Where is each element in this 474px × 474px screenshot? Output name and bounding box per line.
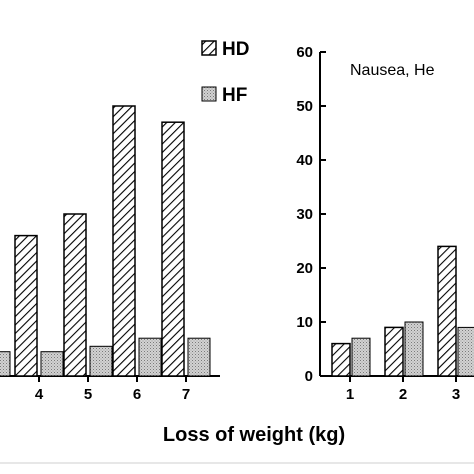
legend-label-hd: HD bbox=[222, 39, 249, 60]
bar-hf-6 bbox=[138, 337, 162, 377]
x-axis-label: Loss of weight (kg) bbox=[163, 424, 345, 446]
right-y-tick-30: 30 bbox=[296, 206, 313, 223]
bar-hf-1 bbox=[351, 337, 371, 377]
legend: HD HF bbox=[201, 39, 249, 106]
right-x-tick-3: 3 bbox=[452, 386, 460, 403]
annotation-text: Nausea, He bbox=[350, 62, 435, 79]
bar-hd-1 bbox=[331, 342, 351, 377]
bar-hf-3 bbox=[457, 326, 474, 377]
right-x-tick-1: 1 bbox=[346, 386, 354, 403]
right-chart-panel: 0 10 20 30 40 50 60 1 2 3 Nausea, He bbox=[296, 44, 474, 403]
right-y-tick-20: 20 bbox=[296, 260, 313, 277]
right-x-tick-2: 2 bbox=[399, 386, 407, 403]
bar-hd-7 bbox=[161, 121, 185, 377]
left-x-tick-5: 5 bbox=[84, 386, 92, 403]
left-x-tick-7: 7 bbox=[182, 386, 190, 403]
legend-label-hf: HF bbox=[222, 85, 247, 106]
right-y-tick-60: 60 bbox=[296, 44, 313, 61]
bar-hd-2 bbox=[384, 326, 404, 377]
bar-hf-7 bbox=[187, 337, 211, 377]
left-chart-panel: 4 5 6 7 bbox=[0, 105, 220, 403]
bar-hd-4 bbox=[14, 234, 38, 377]
left-x-tick-4: 4 bbox=[35, 386, 44, 403]
right-y-tick-50: 50 bbox=[296, 98, 313, 115]
bar-hd-3 bbox=[437, 245, 457, 377]
bar-hd-6 bbox=[112, 105, 136, 377]
legend-swatch-hf bbox=[201, 86, 217, 102]
bar-hf-5 bbox=[89, 345, 113, 377]
right-y-tick-0: 0 bbox=[305, 368, 313, 385]
right-y-tick-10: 10 bbox=[296, 314, 313, 331]
bar-hd-5 bbox=[63, 213, 87, 377]
bar-hf-partial bbox=[0, 351, 11, 377]
left-x-tick-6: 6 bbox=[133, 386, 141, 403]
bar-hf-2 bbox=[404, 321, 424, 377]
right-y-tick-40: 40 bbox=[296, 152, 313, 169]
bar-hf-4 bbox=[40, 351, 64, 377]
legend-swatch-hd bbox=[201, 40, 217, 56]
